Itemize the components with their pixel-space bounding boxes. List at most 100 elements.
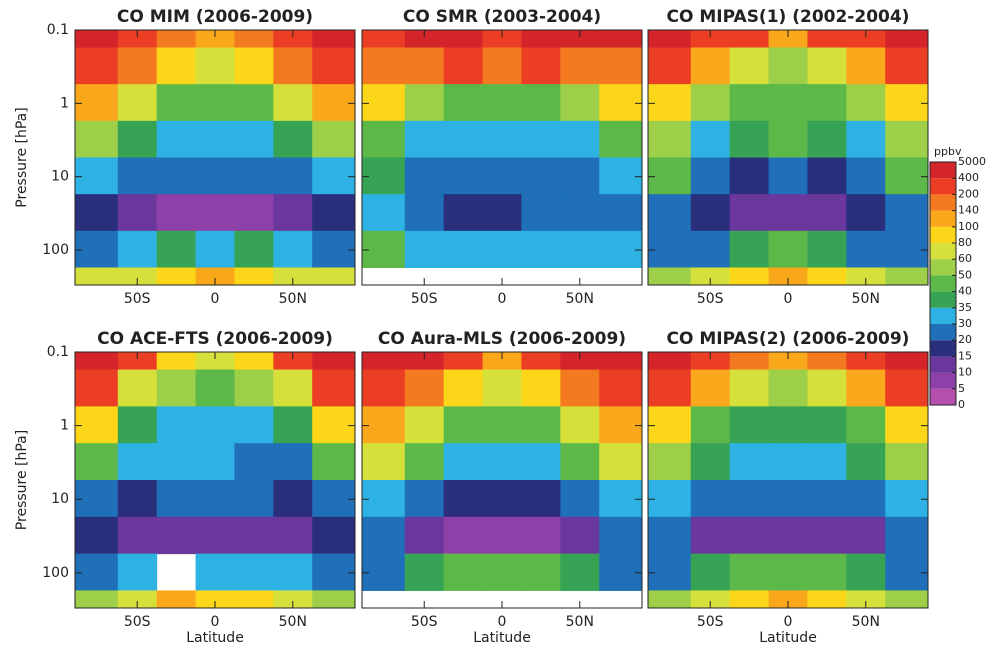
contour-cell bbox=[690, 553, 731, 591]
contour-cell bbox=[75, 157, 119, 195]
contour-cell bbox=[362, 194, 406, 232]
contour-cell bbox=[885, 516, 928, 555]
contour-cell bbox=[362, 406, 406, 444]
contour-cell bbox=[117, 120, 158, 158]
contour-cell bbox=[521, 406, 561, 444]
contour-cell bbox=[560, 30, 600, 48]
contour-cell bbox=[885, 84, 928, 122]
contour-cell bbox=[75, 443, 119, 481]
contour-cell bbox=[807, 120, 847, 158]
contour-cell bbox=[117, 590, 158, 608]
contour-cell bbox=[75, 590, 119, 608]
contour-cell bbox=[443, 47, 484, 85]
y-axis-label: Pressure [hPa] bbox=[14, 430, 30, 530]
contour-cell bbox=[807, 30, 847, 48]
contour-cell bbox=[273, 120, 313, 158]
contour-cell bbox=[117, 352, 158, 371]
x-tick-label: 50N bbox=[279, 291, 307, 307]
contour-cell bbox=[312, 406, 355, 444]
contour-cell bbox=[690, 157, 731, 195]
contour-cell bbox=[404, 47, 445, 85]
contour-cell bbox=[846, 443, 886, 481]
contour-cell bbox=[560, 516, 600, 555]
contour-cell bbox=[768, 47, 808, 85]
contour-cell bbox=[599, 84, 642, 122]
contour-cell bbox=[885, 267, 928, 285]
colorbar-band bbox=[930, 324, 956, 341]
contour-cell bbox=[195, 590, 235, 608]
contour-cell bbox=[482, 230, 522, 269]
contour-cell bbox=[599, 406, 642, 444]
colorbar-band bbox=[930, 259, 956, 276]
x-tick-label: 50S bbox=[411, 614, 438, 630]
panel-title: CO ACE-FTS (2006-2009) bbox=[97, 329, 333, 349]
contour-cell bbox=[362, 516, 406, 555]
contour-cell bbox=[560, 157, 600, 195]
contour-cell bbox=[117, 84, 158, 122]
contour-cell bbox=[648, 194, 692, 232]
contour-cell bbox=[234, 30, 274, 48]
contour-cell bbox=[768, 406, 808, 444]
contour-cell bbox=[846, 157, 886, 195]
contour-cell bbox=[362, 230, 406, 269]
contour-cell bbox=[599, 369, 642, 407]
contour-cell bbox=[195, 553, 235, 591]
contour-cell bbox=[234, 194, 274, 232]
contour-cell bbox=[768, 352, 808, 371]
contour-cell bbox=[599, 30, 642, 48]
colorbar-tick-label: 200 bbox=[958, 187, 979, 200]
contour-cell bbox=[729, 443, 770, 481]
x-axis-label: Latitude bbox=[473, 630, 531, 646]
contour-cell bbox=[75, 352, 119, 371]
y-tick-label: 1 bbox=[60, 95, 69, 111]
contour-cell bbox=[807, 443, 847, 481]
colorbar-tick-label: 35 bbox=[958, 301, 972, 314]
contour-cell bbox=[312, 516, 355, 555]
contour-field bbox=[75, 352, 355, 608]
contour-cell bbox=[521, 480, 561, 518]
contour-cell bbox=[648, 157, 692, 195]
contour-cell bbox=[156, 84, 197, 122]
contour-cell bbox=[768, 516, 808, 555]
contour-cell bbox=[599, 194, 642, 232]
contour-cell bbox=[599, 480, 642, 518]
contour-cell bbox=[443, 443, 484, 481]
colorbar-band bbox=[930, 275, 956, 292]
contour-cell bbox=[195, 47, 235, 85]
contour-cell bbox=[560, 120, 600, 158]
contour-cell bbox=[117, 194, 158, 232]
contour-cell bbox=[648, 267, 692, 285]
contour-cell bbox=[768, 230, 808, 269]
contour-cell bbox=[807, 553, 847, 591]
contour-cell bbox=[482, 30, 522, 48]
contour-cell bbox=[690, 47, 731, 85]
contour-cell bbox=[729, 30, 770, 48]
contour-cell bbox=[729, 267, 770, 285]
contour-cell bbox=[560, 480, 600, 518]
contour-cell bbox=[768, 443, 808, 481]
contour-cell bbox=[117, 267, 158, 285]
contour-cell bbox=[846, 194, 886, 232]
contour-cell bbox=[404, 352, 445, 371]
contour-cell bbox=[599, 553, 642, 591]
contour-cell bbox=[648, 120, 692, 158]
contour-cell bbox=[521, 369, 561, 407]
x-tick-label: 0 bbox=[784, 614, 793, 630]
contour-cell bbox=[648, 406, 692, 444]
contour-cell bbox=[195, 352, 235, 371]
contour-cell bbox=[729, 194, 770, 232]
contour-cell bbox=[443, 230, 484, 269]
contour-cell bbox=[404, 516, 445, 555]
contour-cell bbox=[117, 47, 158, 85]
contour-cell bbox=[690, 369, 731, 407]
contour-cell bbox=[75, 230, 119, 269]
contour-cell bbox=[75, 516, 119, 555]
contour-cell bbox=[846, 84, 886, 122]
contour-cell bbox=[234, 406, 274, 444]
contour-cell bbox=[312, 84, 355, 122]
contour-cell bbox=[690, 352, 731, 371]
contour-cell bbox=[482, 157, 522, 195]
colorbar-band bbox=[930, 356, 956, 373]
contour-cell bbox=[312, 194, 355, 232]
